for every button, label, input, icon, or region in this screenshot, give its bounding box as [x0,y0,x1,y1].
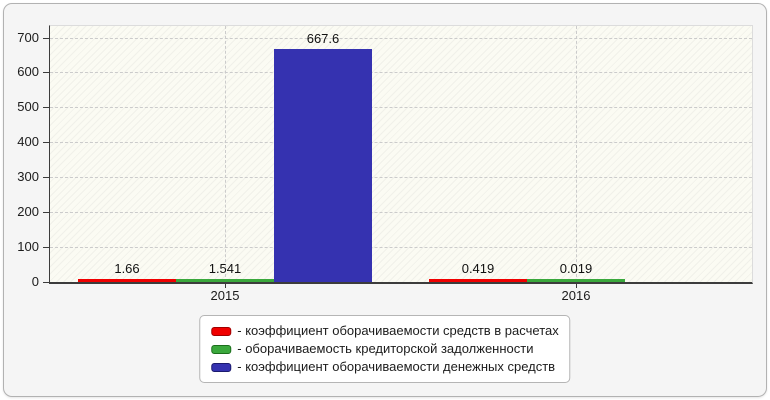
bar-2016-series1 [429,279,527,282]
chart-card: 0 100 200 300 400 500 600 700 2015 2016 1.66 0.419 1… [3,3,767,397]
y-axis-tick [43,38,49,39]
y-axis-tick [43,282,49,283]
plot-area: 0 100 200 300 400 500 600 700 2015 2016 1.66 0.419 1… [17,25,753,303]
legend-label: - коэффициент оборачиваемости денежных с… [237,359,556,374]
bar-value-label: 0.019 [559,261,593,276]
bar-value-label: 1.541 [208,261,242,276]
gridline-horizontal [50,177,752,178]
bar-2016-series2 [527,279,625,282]
gridline-horizontal [50,38,752,39]
gridline-horizontal [50,72,752,73]
legend-item: - коэффициент оборачиваемости средств в … [211,323,559,339]
y-axis-tick [43,142,49,143]
legend-item: - оборачиваемость кредиторской задолженн… [211,341,558,357]
y-axis-tick [43,177,49,178]
gridline-vertical [225,26,226,282]
y-axis-tick-label: 500 [17,99,39,114]
bar-2015-series2 [176,279,274,282]
gridline-horizontal [50,212,752,213]
x-axis-tick-label: 2016 [561,288,591,303]
legend-item: - коэффициент оборачиваемости денежных с… [211,359,558,375]
legend: - коэффициент оборачиваемости средств в … [199,315,571,383]
y-axis-tick-label: 300 [17,169,39,184]
y-axis-tick [43,107,49,108]
gridline-horizontal [50,142,752,143]
y-axis-tick-label: 0 [31,274,39,289]
bar-2015-series3 [274,49,372,282]
gridline-horizontal [50,247,752,248]
y-axis-tick [43,247,49,248]
legend-swatch [211,362,232,372]
bar-value-label: 667.6 [306,31,340,46]
y-axis-tick [43,212,49,213]
gridline-vertical [576,26,577,282]
y-axis-tick [43,72,49,73]
x-axis-tick [225,284,226,288]
y-axis-tick-label: 400 [17,134,39,149]
bar-value-label: 1.66 [114,261,140,276]
bar-value-label: 0.419 [461,261,495,276]
legend-swatch [211,326,232,336]
bar-2015-series1 [78,279,176,282]
y-axis-tick-label: 600 [17,64,39,79]
legend-label: - оборачиваемость кредиторской задолженн… [237,341,534,356]
y-axis-tick-label: 200 [17,204,39,219]
gridline-horizontal [50,107,752,108]
legend-swatch [211,344,232,354]
y-axis-tick-label: 100 [17,239,39,254]
y-axis-tick-label: 700 [17,30,39,45]
x-axis-tick [576,284,577,288]
legend-label: - коэффициент оборачиваемости средств в … [237,323,559,338]
x-axis-tick-label: 2015 [210,288,240,303]
